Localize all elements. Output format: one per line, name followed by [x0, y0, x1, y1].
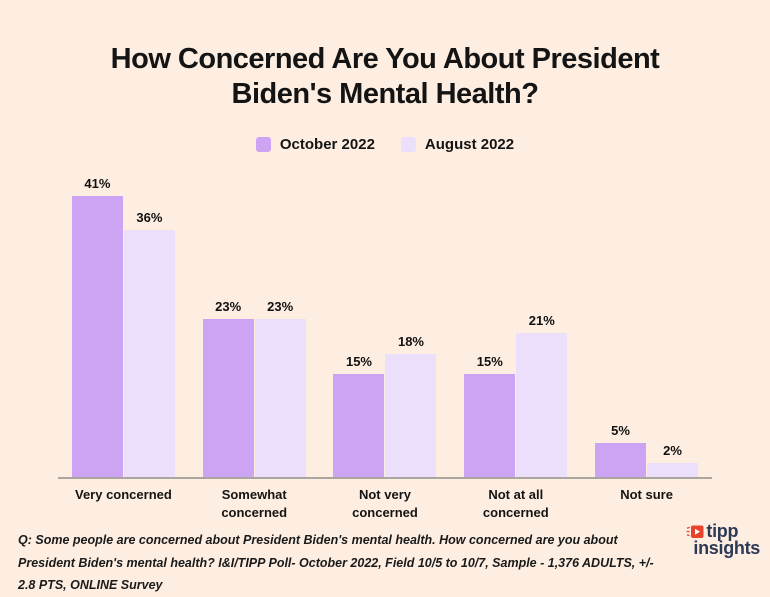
- bar: [202, 318, 254, 477]
- bar-value-label: 23%: [267, 298, 294, 314]
- bar-with-label: 5%: [595, 422, 647, 477]
- bar-with-label: 41%: [71, 175, 123, 477]
- bar-value-label: 15%: [476, 353, 503, 369]
- category-label: Somewhat concerned: [221, 486, 288, 520]
- bar-with-label: 36%: [123, 209, 175, 477]
- legend-item-august-2022: August 2022: [400, 135, 515, 153]
- category-label: Not at all concerned: [482, 486, 549, 520]
- bar: [647, 462, 699, 477]
- chart-legend: October 2022 August 2022: [0, 136, 770, 153]
- footer: Q: Some people are concerned about Presi…: [0, 522, 770, 597]
- logo-text-insights: insights: [693, 538, 760, 559]
- category-label: Very concerned: [74, 486, 172, 502]
- legend-swatch-october-2022: [255, 136, 271, 152]
- chart-title-line2: Biden's Mental Health?: [231, 78, 539, 111]
- bar-with-label: 15%: [464, 353, 516, 477]
- tipp-insights-logo: tipp insights: [686, 521, 760, 559]
- bar: [595, 442, 647, 477]
- legend-item-october-2022: October 2022: [255, 135, 375, 153]
- bar-value-label: 18%: [397, 333, 424, 349]
- category-labels-row: Very concerned Somewhat concerned Not very…: [58, 486, 712, 522]
- bar-with-label: 23%: [254, 298, 306, 477]
- bar: [516, 332, 568, 477]
- bar: [123, 229, 175, 477]
- logo-top-line: tipp: [686, 521, 760, 542]
- bars-row: 41% 36% 23% 23% 15% 18% 15% 21% 5% 2%: [58, 174, 712, 477]
- bar-value-label: 15%: [345, 353, 372, 369]
- bar-with-label: 21%: [516, 312, 568, 477]
- bar-value-label: 23%: [215, 298, 242, 314]
- bar: [385, 353, 437, 477]
- bar-group: 23% 23%: [189, 299, 320, 477]
- chart-title: How Concerned Are You About President Bi…: [0, 0, 770, 113]
- category-label: Not very concerned: [352, 486, 418, 520]
- bar: [254, 318, 306, 477]
- tipp-play-icon: [686, 524, 704, 539]
- survey-footnote: Q: Some people are concerned about Presi…: [18, 533, 654, 593]
- bar-value-label: 36%: [136, 209, 163, 225]
- bar-value-label: 5%: [611, 422, 630, 438]
- legend-label: August 2022: [424, 135, 515, 153]
- bar-with-label: 23%: [202, 298, 254, 477]
- bar-value-label: 2%: [663, 442, 682, 458]
- bar: [71, 195, 123, 477]
- bar: [464, 373, 516, 477]
- bar-with-label: 15%: [333, 353, 385, 477]
- bar-group: 5% 2%: [581, 423, 712, 477]
- bar: [333, 373, 385, 477]
- chart-title-line1: How Concerned Are You About President: [110, 43, 660, 75]
- bar-value-label: 41%: [84, 175, 111, 191]
- bar-group: 15% 18%: [320, 334, 451, 477]
- category-label: Not sure: [620, 486, 673, 502]
- bar-chart: 41% 36% 23% 23% 15% 18% 15% 21% 5% 2% Very concer…: [58, 174, 712, 522]
- logo-text-tipp: tipp: [706, 521, 739, 542]
- bar-value-label: 21%: [528, 312, 555, 328]
- legend-swatch-august-2022: [400, 136, 416, 152]
- x-axis-line: [58, 476, 712, 479]
- legend-label: October 2022: [279, 135, 375, 153]
- bar-with-label: 2%: [647, 442, 699, 477]
- bar-group: 41% 36%: [58, 176, 189, 477]
- bar-group: 15% 21%: [450, 313, 581, 477]
- bar-with-label: 18%: [385, 333, 437, 477]
